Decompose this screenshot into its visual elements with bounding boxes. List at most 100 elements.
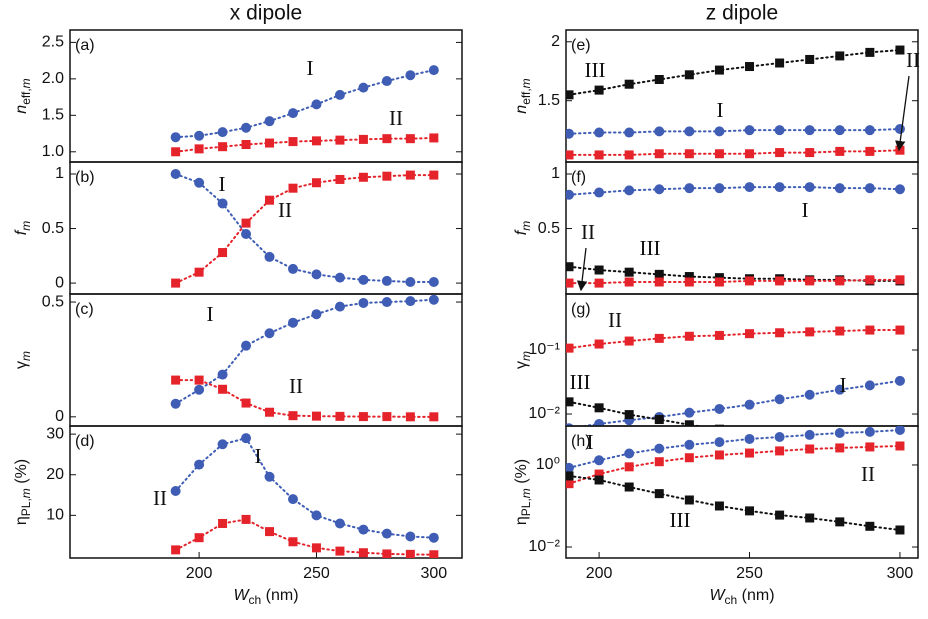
series-label: III [585, 58, 606, 82]
data-point [194, 177, 205, 188]
data-point [405, 296, 416, 307]
data-point [714, 330, 724, 340]
data-point [864, 183, 875, 194]
data-point [382, 549, 392, 558]
data-point [894, 184, 905, 195]
plot-area [566, 182, 905, 288]
label-part: f [13, 229, 30, 235]
y-tick-label: 0.5 [42, 293, 64, 310]
data-point [684, 453, 694, 463]
y-tick-label: 1 [551, 165, 560, 182]
data-point [624, 127, 635, 138]
data-point [566, 397, 574, 407]
data-point [714, 501, 724, 511]
series-label: I [207, 302, 214, 326]
plot-area [566, 325, 905, 426]
data-point [804, 182, 815, 193]
label-part: n [13, 105, 30, 114]
data-point [624, 448, 635, 459]
label-part: η [513, 516, 530, 525]
y-tick-label: 1.0 [42, 143, 64, 160]
data-point [654, 415, 664, 425]
panel-label: (a) [75, 37, 95, 54]
data-point [287, 263, 298, 274]
series-line [174, 518, 435, 556]
panel-frame [565, 425, 919, 559]
data-point [864, 426, 875, 437]
data-point [288, 537, 298, 547]
y-tick-label: 20 [46, 466, 64, 483]
data-point [382, 171, 392, 181]
label-part: ch [249, 593, 262, 607]
data-point [217, 127, 228, 138]
label-part: W [709, 587, 726, 604]
data-point [566, 343, 574, 353]
label-part: PL, [519, 498, 533, 516]
data-point [381, 297, 392, 308]
data-point [405, 531, 416, 542]
data-point [335, 546, 345, 556]
data-point [170, 169, 181, 179]
plot-area [170, 169, 439, 288]
data-point [624, 185, 635, 196]
series-line [174, 437, 435, 539]
data-point [654, 75, 664, 84]
data-point [217, 439, 228, 450]
data-point [428, 532, 439, 543]
y-tick-label: 2.5 [42, 34, 64, 51]
data-point [775, 446, 785, 456]
x-tick-label: 200 [586, 565, 613, 582]
label-part: m [19, 351, 33, 361]
series-line [568, 49, 901, 96]
data-point [566, 462, 575, 473]
data-point [865, 325, 875, 335]
panel-label: (d) [75, 433, 95, 450]
data-point [405, 277, 416, 287]
y-axis-label: neff,m [13, 78, 33, 113]
data-point [624, 79, 634, 89]
data-point [744, 399, 755, 410]
data-point [194, 375, 204, 385]
data-point [194, 267, 204, 277]
data-point [774, 182, 785, 193]
data-point [566, 128, 575, 139]
x-tick-label: 300 [420, 565, 447, 582]
data-point [684, 495, 694, 505]
data-point [566, 278, 574, 288]
data-point [241, 122, 252, 133]
series-line [568, 429, 901, 469]
data-point [624, 482, 634, 492]
data-point [287, 494, 298, 505]
data-point [895, 325, 905, 335]
data-point [865, 521, 875, 531]
data-point [714, 65, 724, 75]
data-point [744, 125, 755, 136]
data-point [287, 108, 298, 119]
series-label: III [670, 508, 691, 532]
data-point [865, 442, 875, 452]
data-point [405, 70, 416, 81]
data-point [358, 134, 368, 144]
data-point [311, 510, 322, 521]
label-part: m [519, 221, 533, 231]
data-point [288, 411, 298, 421]
series-label: III [570, 370, 591, 394]
y-tick-label: 0 [55, 274, 64, 291]
arrow [895, 75, 910, 152]
data-point [744, 182, 755, 193]
series-label: I [840, 373, 847, 397]
series-line [174, 174, 435, 285]
y-tick-label: 10⁻² [528, 405, 560, 422]
series-label: II [153, 486, 167, 510]
series-line [174, 298, 435, 405]
data-point [745, 149, 755, 159]
series-line [568, 474, 901, 531]
series-line [568, 278, 901, 285]
data-point [834, 183, 845, 194]
data-point [170, 132, 181, 143]
data-point [405, 549, 415, 558]
series-line [568, 186, 901, 196]
data-point [594, 85, 604, 95]
